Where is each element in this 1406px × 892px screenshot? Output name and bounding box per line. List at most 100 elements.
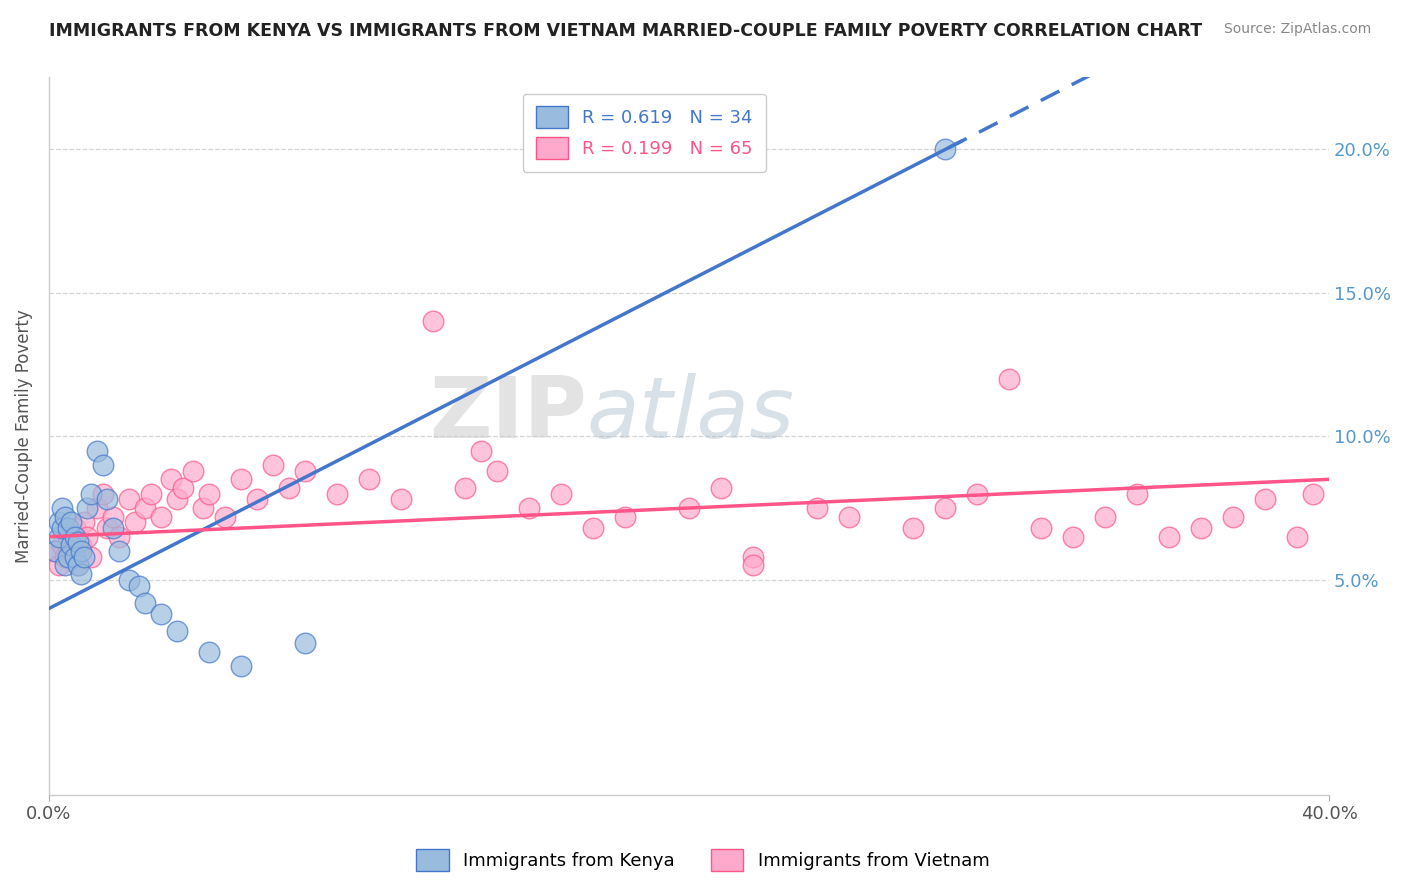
Point (86, 501, 108, 516)
Point (96, 492, 118, 507)
Point (710, 481, 733, 495)
Point (159, 472, 181, 486)
Point (278, 481, 301, 495)
Point (1286, 530, 1309, 544)
Point (60, 544, 83, 558)
Point (101, 521, 124, 535)
Point (141, 486, 163, 500)
Point (517, 501, 540, 516)
Point (51, 501, 73, 516)
Point (172, 481, 194, 495)
Point (108, 544, 131, 558)
Point (60, 516, 83, 530)
Point (79, 549, 101, 564)
Point (422, 314, 444, 328)
Point (198, 644, 221, 658)
Point (838, 509, 860, 524)
Point (294, 464, 316, 478)
Point (53, 509, 76, 524)
Point (166, 624, 188, 639)
Point (93, 486, 115, 500)
Point (44, 544, 66, 558)
Point (678, 501, 700, 516)
Point (229, 472, 252, 486)
Point (70, 567, 93, 582)
Point (56, 521, 79, 535)
Point (149, 607, 172, 622)
Point (51, 538, 73, 552)
Point (742, 549, 765, 564)
Point (198, 486, 221, 500)
Point (66, 558, 89, 573)
Point (48, 558, 70, 573)
Point (56, 549, 79, 564)
Point (262, 458, 284, 472)
Point (48, 516, 70, 530)
Point (118, 573, 141, 587)
Point (96, 521, 118, 535)
Point (454, 481, 477, 495)
Point (128, 578, 150, 592)
Point (1302, 486, 1324, 500)
Point (614, 509, 637, 524)
Point (73, 549, 96, 564)
Point (1029, 521, 1052, 535)
Y-axis label: Married-Couple Family Poverty: Married-Couple Family Poverty (15, 310, 32, 563)
Legend: Immigrants from Kenya, Immigrants from Vietnam: Immigrants from Kenya, Immigrants from V… (409, 842, 997, 879)
Point (48, 530, 70, 544)
Legend: R = 0.619   N = 34, R = 0.199   N = 65: R = 0.619 N = 34, R = 0.199 N = 65 (523, 94, 766, 172)
Text: ZIP: ZIP (429, 373, 586, 456)
Point (901, 521, 924, 535)
Point (326, 486, 349, 500)
Point (998, 372, 1021, 386)
Point (56, 530, 79, 544)
Point (63, 530, 86, 544)
Point (1094, 509, 1116, 524)
Point (66, 535, 89, 549)
Text: atlas: atlas (586, 373, 794, 456)
Point (166, 492, 188, 507)
Point (966, 486, 988, 500)
Point (229, 659, 252, 673)
Point (44, 544, 66, 558)
Point (79, 486, 101, 500)
Point (486, 464, 509, 478)
Point (51, 521, 73, 535)
Point (470, 443, 492, 458)
Point (214, 509, 236, 524)
Point (1189, 521, 1212, 535)
Point (1062, 530, 1084, 544)
Text: IMMIGRANTS FROM KENYA VS IMMIGRANTS FROM VIETNAM MARRIED-COUPLE FAMILY POVERTY C: IMMIGRANTS FROM KENYA VS IMMIGRANTS FROM… (49, 22, 1202, 40)
Point (1254, 492, 1277, 507)
Point (389, 492, 412, 507)
Point (934, 501, 956, 516)
Point (1126, 486, 1149, 500)
Point (73, 516, 96, 530)
Point (101, 509, 124, 524)
Point (86, 443, 108, 458)
Point (118, 492, 141, 507)
Point (181, 464, 204, 478)
Point (934, 142, 956, 156)
Point (76, 530, 98, 544)
Point (806, 501, 828, 516)
Point (357, 472, 380, 486)
Point (53, 558, 76, 573)
Point (53, 549, 76, 564)
Point (149, 509, 172, 524)
Point (66, 558, 89, 573)
Point (124, 516, 146, 530)
Point (60, 538, 83, 552)
Point (63, 549, 86, 564)
Text: Source: ZipAtlas.com: Source: ZipAtlas.com (1223, 22, 1371, 37)
Point (70, 538, 93, 552)
Point (294, 636, 316, 650)
Point (582, 521, 605, 535)
Point (134, 501, 156, 516)
Point (550, 486, 572, 500)
Point (93, 458, 115, 472)
Point (108, 530, 131, 544)
Point (191, 501, 214, 516)
Point (134, 596, 156, 610)
Point (70, 544, 93, 558)
